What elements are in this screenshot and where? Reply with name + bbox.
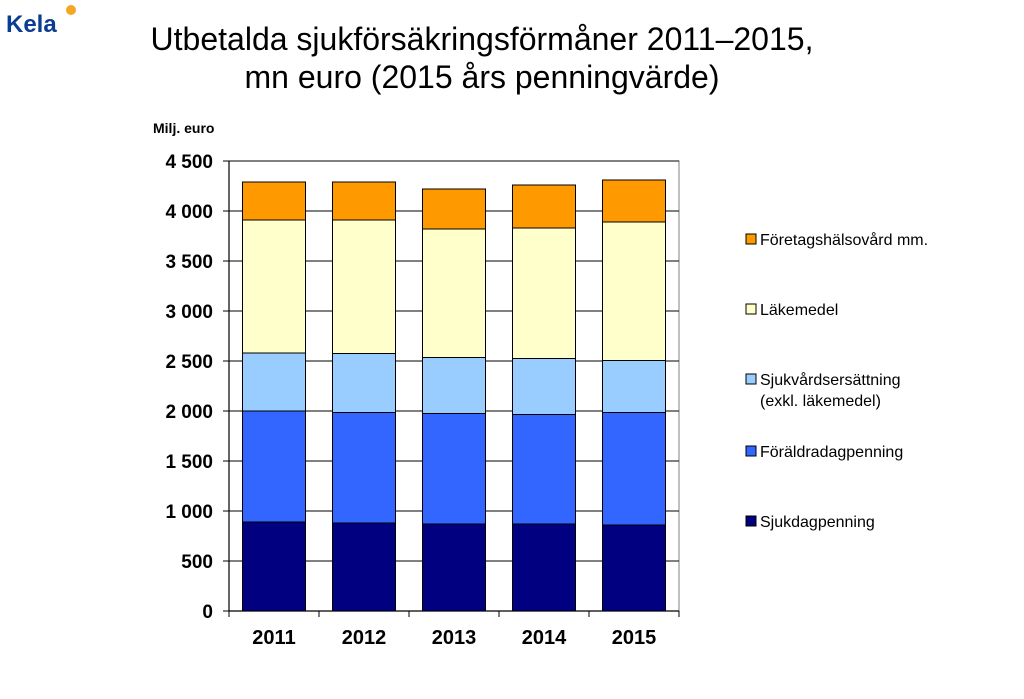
y-tick-label: 2 000 [165, 402, 213, 423]
chart-title: Utbetalda sjukförsäkringsförmåner 2011–2… [0, 20, 964, 96]
x-tick-label: 2013 [432, 627, 477, 649]
bar-segment-3-2011 [242, 219, 306, 354]
kela-logo-mark-icon [66, 5, 76, 15]
legend-swatch-4 [745, 233, 757, 245]
legend-swatch-2 [745, 373, 757, 385]
y-tick-label: 0 [202, 602, 213, 623]
bar-segment-4-2015 [602, 179, 666, 223]
bar-segment-1-2012 [332, 412, 396, 524]
bar-segment-3-2014 [512, 227, 576, 359]
bar-segment-2-2014 [512, 358, 576, 415]
chart-title-line-1: Utbetalda sjukförsäkringsförmåner 2011–2… [150, 21, 814, 57]
y-tick-label: 1 000 [165, 502, 213, 523]
bar-segment-4-2011 [242, 181, 306, 221]
bar-segment-0-2015 [602, 524, 666, 612]
x-tick-label: 2011 [252, 627, 295, 649]
legend-label-0: Sjukdagpenning [760, 514, 875, 531]
y-axis-label: Milj. euro [153, 120, 214, 136]
chart-title-line-2: mn euro (2015 års penningvärde) [244, 59, 720, 95]
bar-segment-4-2014 [512, 184, 576, 229]
bar-segment-3-2012 [332, 219, 396, 354]
y-tick-label: 3 500 [165, 252, 213, 273]
legend-label-3: Läkemedel [760, 302, 838, 319]
bar-segment-1-2013 [422, 413, 486, 525]
y-tick-label: 4 000 [165, 202, 213, 223]
bar-segment-3-2015 [602, 221, 666, 361]
bar-segment-2-2011 [242, 352, 306, 412]
legend-label-4: Företagshälsovård mm. [760, 231, 928, 249]
legend-swatch-1 [745, 445, 757, 457]
kela-logo-text: Kela [6, 11, 57, 38]
legend-label-2-line-1: (exkl. läkemedel) [760, 393, 881, 410]
plot-area: 0 500 1 000 1 500 2 000 2 500 3 000 3 500 4 000 4… [153, 120, 680, 649]
x-tick-label: 2014 [522, 627, 567, 649]
bar-segment-0-2013 [422, 523, 486, 612]
y-tick-label: 4 500 [165, 152, 213, 173]
x-tick-label: 2012 [342, 627, 387, 649]
chart-legend: Företagshälsovård mm. Läkemedel Sjukvårdse… [745, 231, 928, 531]
bar-segment-0-2012 [332, 522, 396, 612]
bar-segment-1-2011 [242, 410, 306, 523]
bar-segment-1-2014 [512, 414, 576, 525]
kela-logo: Kela [6, 5, 76, 38]
bar-segment-0-2011 [242, 521, 306, 612]
y-tick-label: 1 500 [165, 452, 213, 473]
x-tick-label: 2015 [612, 627, 657, 649]
bar-segment-4-2013 [422, 188, 486, 230]
bar-segment-2-2012 [332, 353, 396, 413]
bar-segment-0-2014 [512, 523, 576, 612]
bar-segment-3-2013 [422, 228, 486, 358]
legend-swatch-3 [745, 303, 757, 315]
bar-segment-2-2013 [422, 357, 486, 414]
bar-segment-4-2012 [332, 181, 396, 221]
bar-segment-2-2015 [602, 360, 666, 413]
bar-segment-1-2015 [602, 412, 666, 526]
y-tick-label: 2 500 [165, 352, 213, 373]
y-tick-label: 3 000 [165, 302, 213, 323]
y-tick-label: 500 [181, 552, 213, 573]
legend-swatch-0 [745, 515, 757, 527]
legend-label-2-line-0: Sjukvårdsersättning [760, 371, 901, 389]
legend-label-1: Föräldradagpenning [760, 444, 903, 461]
